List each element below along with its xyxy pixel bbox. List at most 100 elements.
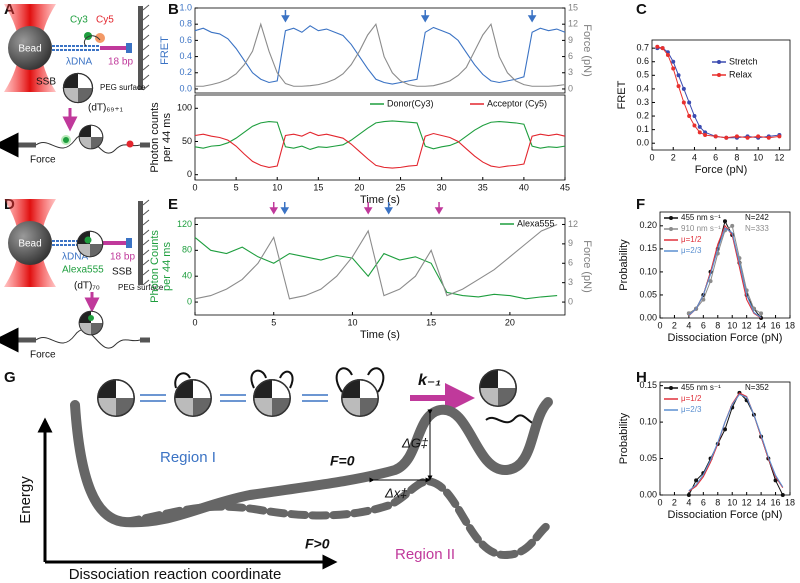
data-point <box>723 427 727 432</box>
y-tick-label: 100 <box>177 103 192 113</box>
acceptor-label: Cy5 <box>96 15 114 26</box>
hatch <box>142 199 150 286</box>
legend-marker <box>717 60 721 64</box>
panel-label: E <box>168 196 178 213</box>
ssdna-label: (dT)₇₀ <box>74 281 100 292</box>
x-tick-label: 6 <box>701 497 706 507</box>
x-axis-label: Time (s) <box>360 329 400 341</box>
x-tick-label: 15 <box>313 182 323 192</box>
y2-tick-label: 12 <box>568 219 578 229</box>
state-label: F>0 <box>305 536 330 552</box>
legend-note: N=242 <box>745 213 769 222</box>
force-label: Force <box>30 350 56 361</box>
y-tick-label: 0.20 <box>639 220 657 230</box>
x-tick-label: 2 <box>672 497 677 507</box>
legend-note: N=352 <box>745 383 769 392</box>
plot-frame <box>194 94 566 181</box>
y-axis-label: Photon Counts <box>149 230 161 303</box>
x-tick-label: 20 <box>505 317 515 327</box>
data-point <box>681 86 686 91</box>
data-point <box>671 66 676 71</box>
data-point <box>655 44 660 49</box>
legend-label: μ=2/3 <box>681 246 702 255</box>
bead <box>8 26 52 70</box>
series-line <box>194 236 558 300</box>
anchor <box>126 238 132 248</box>
y-axis-label: per 44 ms <box>161 113 173 162</box>
plot-frame <box>659 211 791 319</box>
dna-label: λDNA <box>62 252 88 263</box>
plot-frame <box>194 217 566 316</box>
x-tick-label: 2 <box>672 320 677 330</box>
surface <box>138 201 143 285</box>
series-line <box>195 22 566 87</box>
x-tick-label: 4 <box>692 152 697 162</box>
data-point <box>697 130 702 135</box>
data-point <box>701 297 706 302</box>
y-tick-label: 0.1 <box>636 124 649 134</box>
x-axis-label: Dissociation Force (pN) <box>668 509 783 521</box>
energy-landscape <box>70 397 553 528</box>
y-tick-label: 0 <box>187 296 192 306</box>
data-point <box>756 134 761 139</box>
data-point <box>676 73 681 78</box>
region-label: Region I <box>160 449 216 466</box>
panel-a: A Bead λDNA Cy3 Cy5 18 bp SSB (dT)₆₉₊₁ P… <box>0 1 150 166</box>
anchor <box>126 43 132 53</box>
plot-frame <box>659 381 791 496</box>
y-tick-label: 0.5 <box>636 70 649 80</box>
y-tick-label: 0.05 <box>639 453 657 463</box>
panel-label: H <box>636 369 647 386</box>
dye <box>84 236 92 244</box>
panel-label: G <box>4 369 16 386</box>
x-tick-label: 14 <box>756 320 766 330</box>
x-tick-label: 0 <box>657 320 662 330</box>
x-tick-label: 8 <box>734 152 739 162</box>
x-tick-label: 40 <box>519 182 529 192</box>
y-tick-label: 0.10 <box>639 266 657 276</box>
ssb <box>175 380 211 416</box>
protein-label: SSB <box>112 267 132 278</box>
data-point <box>687 100 692 105</box>
y2-tick-label: 9 <box>568 238 573 248</box>
x-tick-label: 35 <box>478 182 488 192</box>
x-tick-label: 6 <box>713 152 718 162</box>
data-point <box>745 135 750 140</box>
x-tick-label: 18 <box>785 320 795 330</box>
y-tick-label: 0.6 <box>179 35 192 45</box>
ssb <box>77 231 102 256</box>
x-tick-label: 14 <box>756 497 766 507</box>
surface-label: PEG surface <box>100 83 146 92</box>
legend-label: Stretch <box>729 56 758 66</box>
data-point <box>692 123 697 128</box>
x-tick-label: 10 <box>272 182 282 192</box>
data-point <box>681 100 686 105</box>
series-line <box>688 393 784 492</box>
x-axis-label: Time (s) <box>360 194 400 206</box>
donor-label: Cy3 <box>70 15 88 26</box>
x-tick-label: 12 <box>774 152 784 162</box>
ssb <box>98 380 134 416</box>
ssb <box>79 125 103 149</box>
equilibrium-arrow <box>302 394 328 402</box>
x-tick-label: 0 <box>657 497 662 507</box>
linker-label: 18 bp <box>108 57 133 68</box>
y-axis-label: FRET <box>159 36 171 65</box>
event-arrow <box>384 202 393 215</box>
event-arrow <box>527 10 537 23</box>
y2-axis-label: Force (pN) <box>581 24 593 77</box>
legend-note: N=333 <box>745 224 769 233</box>
x-tick-label: 8 <box>715 320 720 330</box>
x-tick-label: 4 <box>686 320 691 330</box>
y-tick-label: 0.3 <box>636 97 649 107</box>
ssdna-label: (dT)₆₉₊₁ <box>88 103 124 114</box>
y-tick-label: 0.00 <box>639 312 657 322</box>
x-tick-label: 16 <box>771 320 781 330</box>
data-point <box>694 478 699 483</box>
event-arrow <box>420 10 430 23</box>
bead <box>8 221 52 265</box>
x-tick-label: 15 <box>426 317 436 327</box>
data-point <box>686 493 691 497</box>
y2-tick-label: 12 <box>568 19 578 29</box>
y-tick-label: 0 <box>187 169 192 179</box>
